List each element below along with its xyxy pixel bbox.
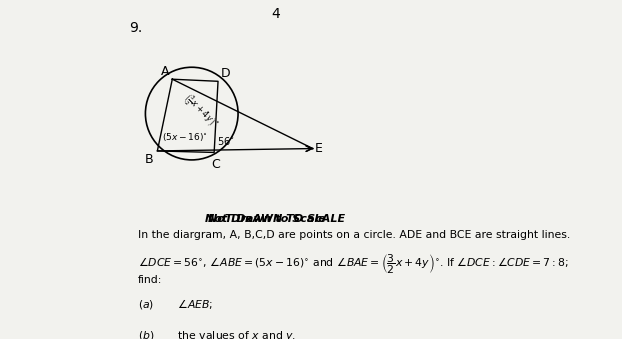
Text: In the diargram, A, B,C,D are points on a circle. ADE and BCE are straight lines: In the diargram, A, B,C,D are points on … bbox=[138, 230, 570, 240]
Text: $(b)$       the values of $x$ and $y$.: $(b)$ the values of $x$ and $y$. bbox=[138, 329, 296, 339]
Text: A: A bbox=[160, 65, 169, 78]
Text: E: E bbox=[314, 142, 322, 155]
Text: B: B bbox=[144, 153, 153, 165]
Text: Not Drawn to Scale: Not Drawn to Scale bbox=[205, 214, 326, 224]
Text: $56^{\circ}$: $56^{\circ}$ bbox=[216, 135, 234, 147]
Text: $\angle DCE = 56^{\circ}$, $\angle ABE = (5x - 16)^{\circ}$ and $\angle BAE = \l: $\angle DCE = 56^{\circ}$, $\angle ABE =… bbox=[138, 253, 569, 276]
Text: $\left(\frac{3}{2}x + 4y\right)^{\circ}$: $\left(\frac{3}{2}x + 4y\right)^{\circ}$ bbox=[179, 91, 221, 133]
Text: $(a)$       $\angle AEB$;: $(a)$ $\angle AEB$; bbox=[138, 297, 213, 312]
Text: $(5x - 16)^{\circ}$: $(5x - 16)^{\circ}$ bbox=[162, 131, 208, 143]
Text: NᴏT DʀAWN TO SᴄALE: NᴏT DʀAWN TO SᴄALE bbox=[208, 214, 345, 224]
Text: 9.: 9. bbox=[129, 21, 142, 35]
Text: find:: find: bbox=[138, 275, 162, 285]
Text: C: C bbox=[211, 158, 220, 171]
Text: D: D bbox=[221, 67, 230, 80]
Text: 4: 4 bbox=[271, 7, 280, 21]
